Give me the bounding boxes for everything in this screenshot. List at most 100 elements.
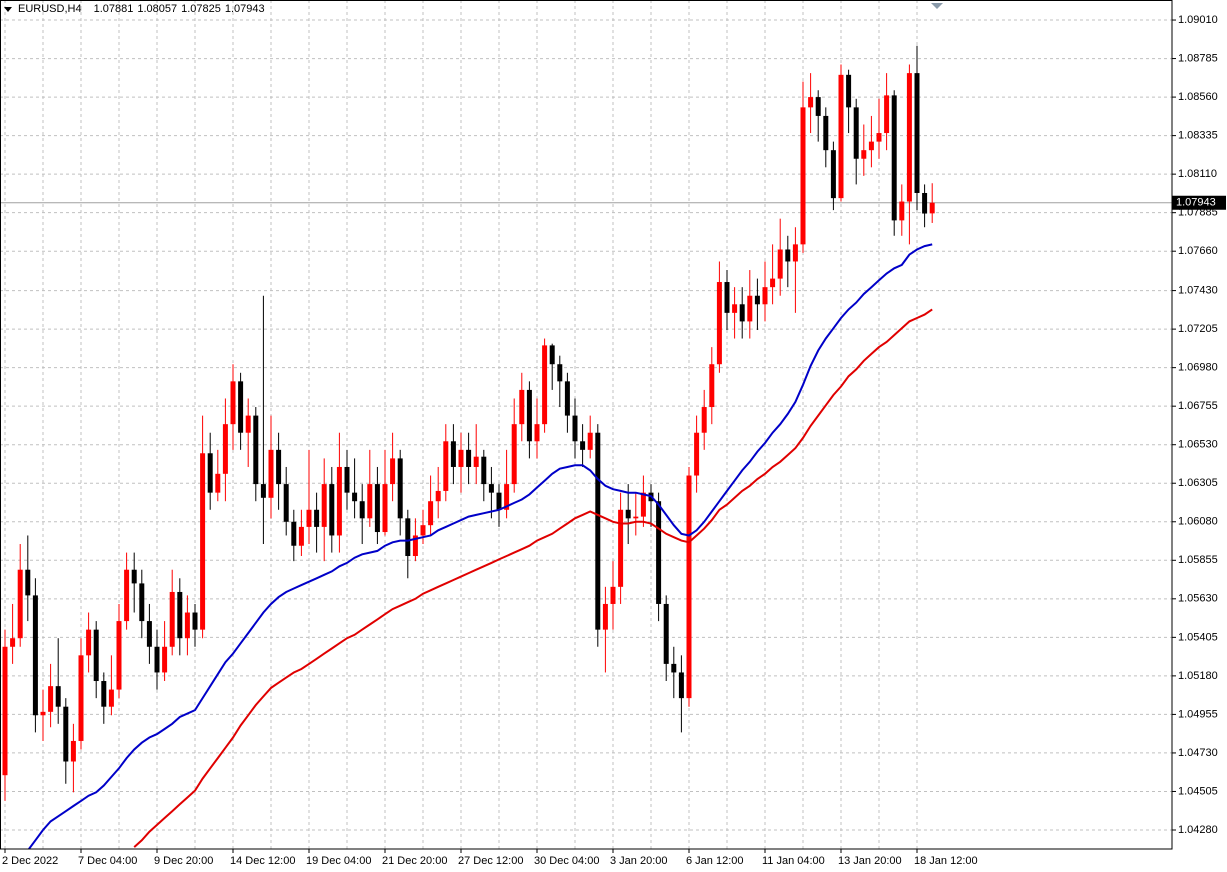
x-tick-label: 6 Jan 12:00	[686, 855, 744, 867]
candle-body	[321, 484, 327, 527]
candle-body	[245, 415, 251, 433]
x-tick-label: 9 Dec 20:00	[154, 855, 213, 867]
candle-body	[298, 526, 304, 546]
candle-body	[374, 484, 380, 533]
candle-body	[823, 115, 829, 151]
candle-body	[914, 73, 920, 193]
candle-body	[732, 304, 738, 313]
candle-body	[443, 441, 449, 491]
candle-body	[671, 663, 677, 673]
grid	[0, 0, 1172, 849]
candle-body	[268, 449, 274, 498]
candle-body	[276, 449, 282, 485]
candle-body	[792, 244, 798, 262]
candle-body	[678, 672, 684, 699]
candle-body	[291, 521, 297, 546]
candle-body	[557, 364, 563, 382]
quote-open: 1.07881	[93, 3, 134, 15]
candle-body	[367, 484, 373, 519]
y-tick-label: 1.06305	[1178, 477, 1218, 489]
candle-body	[876, 133, 882, 142]
candle-body	[929, 202, 935, 214]
candle-body	[108, 689, 114, 707]
candle-body	[709, 364, 715, 408]
x-tick-label: 2 Dec 2022	[2, 855, 58, 867]
candle-body	[838, 74, 844, 199]
candle-body	[169, 591, 175, 647]
candle-body	[428, 501, 434, 526]
candle-body	[564, 381, 570, 416]
candle-body	[625, 509, 631, 519]
candle-body	[2, 646, 8, 776]
candle-body	[815, 97, 821, 116]
candle-body	[207, 453, 213, 493]
candle-body	[139, 583, 145, 622]
x-tick-label: 18 Jan 12:00	[914, 855, 978, 867]
candle-body	[534, 424, 540, 442]
candle-body	[656, 501, 662, 604]
candle-body	[618, 509, 624, 587]
candle-body	[86, 629, 92, 656]
candle-body	[215, 473, 221, 493]
candle-body	[785, 249, 791, 262]
x-tick-label: 30 Dec 04:00	[534, 855, 599, 867]
candle-body	[283, 484, 289, 522]
candle-body	[481, 456, 487, 485]
x-tick-label: 7 Dec 04:00	[78, 855, 137, 867]
candle-body	[891, 95, 897, 221]
candle-body	[846, 74, 852, 108]
y-tick-label: 1.08560	[1178, 91, 1218, 103]
y-tick-label: 1.07660	[1178, 245, 1218, 257]
candle-body	[405, 518, 411, 557]
y-tick-label: 1.07205	[1178, 323, 1218, 335]
current-price-box	[1172, 195, 1226, 210]
candle-body	[192, 612, 198, 630]
y-tick-label: 1.07430	[1178, 284, 1218, 296]
x-tick-label: 14 Dec 12:00	[230, 855, 295, 867]
candle-body	[306, 509, 312, 527]
candle-body	[777, 249, 783, 279]
candle-body	[230, 381, 236, 425]
candle-body	[640, 492, 646, 517]
x-tick-label: 3 Jan 20:00	[610, 855, 668, 867]
candle-body	[716, 282, 722, 365]
candle-body	[93, 629, 99, 682]
candle-body	[686, 475, 692, 699]
candle-body	[184, 612, 190, 639]
candle-body	[724, 282, 730, 313]
y-tick-label: 1.04505	[1178, 785, 1218, 797]
candle-body	[587, 432, 593, 450]
candle-body	[17, 569, 23, 639]
candle-body	[572, 415, 578, 442]
candle-body	[663, 603, 669, 664]
ma-line	[27, 243, 933, 849]
candle-body	[762, 287, 768, 305]
candle-body	[260, 484, 266, 498]
y-tick-label: 1.05180	[1178, 670, 1218, 682]
candle-body	[131, 569, 137, 584]
candle-body	[40, 711, 46, 716]
candle-body	[10, 638, 16, 647]
symbol-title: EURUSD,H4	[18, 3, 82, 15]
y-tick-label: 1.05855	[1178, 554, 1218, 566]
y-tick-label: 1.04280	[1178, 824, 1218, 836]
candle-body	[580, 441, 586, 450]
candle-body	[488, 484, 494, 493]
x-tick-label: 13 Jan 20:00	[838, 855, 902, 867]
candle-body	[336, 466, 342, 536]
y-tick-label: 1.08110	[1178, 168, 1217, 180]
candle-body	[314, 509, 320, 527]
candle-body	[739, 304, 745, 322]
candle-body	[352, 492, 358, 502]
candle-body	[124, 569, 130, 622]
candle-body	[397, 458, 403, 519]
candle-body	[747, 295, 753, 322]
candle-body	[808, 97, 814, 108]
y-tick-label: 1.04955	[1178, 708, 1218, 720]
candle-body	[853, 107, 859, 159]
candle-body	[55, 686, 61, 707]
candle-body	[116, 621, 122, 690]
y-tick-label: 1.04730	[1178, 747, 1218, 759]
